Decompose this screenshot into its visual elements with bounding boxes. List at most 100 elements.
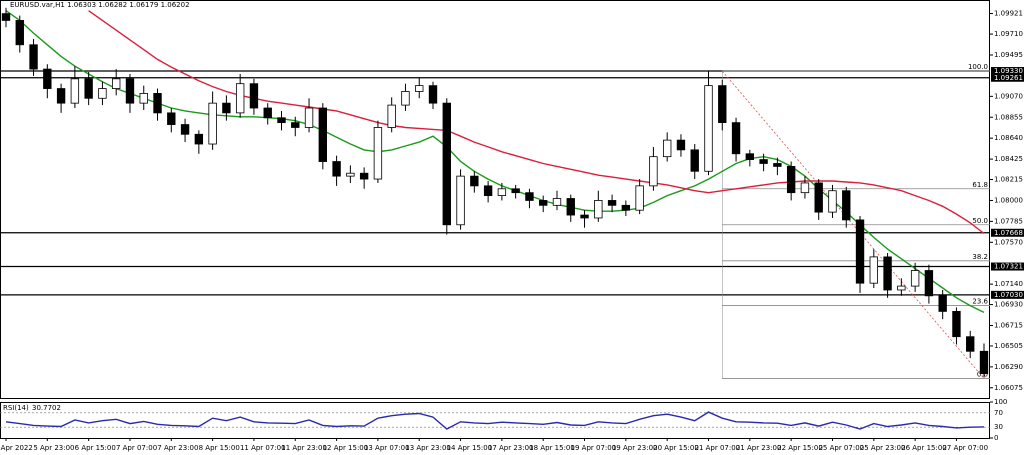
candle-body [249,83,259,109]
candle-body [842,190,851,221]
candle-body [1,13,11,21]
y-tick-label: 1.06290 [994,363,1023,371]
chart-title: EURUSD.var,H1 1.06303 1.06282 1.06179 1.… [10,1,190,9]
candle-body [552,198,562,206]
candle-body [304,107,314,128]
x-tick-label: 5 Apr 23:00 [33,444,74,452]
candle-body [112,78,121,89]
candle-body [511,188,520,194]
x-tick-label: 19 Apr 07:00 [571,444,617,452]
candle-body [29,44,38,70]
x-tick-label: 7 Apr 07:00 [116,444,157,452]
y-tick-label: 1.08000 [994,196,1023,204]
candle-body [346,172,355,177]
candle-body [649,156,658,187]
x-tick-label: 25 Apr 07:00 [818,444,864,452]
candle-body [897,285,906,291]
candle-body [539,200,548,206]
candle-body [924,270,934,297]
candle-body [952,310,961,338]
y-tick-label: 1.06930 [994,301,1023,309]
rsi-line [5,411,985,430]
candle-body [966,336,975,352]
y-tick-label: 1.09710 [994,30,1023,38]
rsi-label: RSI(14) [3,404,29,412]
candle-body [125,78,135,104]
candle-body [731,122,741,155]
candle-body [869,256,878,284]
fib-label: 100.0 [968,63,988,71]
x-tick-label: 17 Apr 23:00 [488,444,534,452]
x-tick-label: 6 Apr 15:00 [75,444,116,452]
trendline [721,70,985,379]
x-tick-label: 11 Apr 23:00 [281,444,327,452]
candle-body [208,102,217,145]
candle-body [690,149,699,172]
candle-body [786,166,796,194]
main-pane [0,0,990,399]
fib-label: 38.2 [972,253,988,261]
price-box [991,228,1024,237]
candle-body [662,139,672,158]
candle-body [676,139,686,151]
candle-body [70,78,80,104]
y-tick-label: 1.07140 [994,280,1023,288]
x-tick-label: 26 Apr 15:00 [901,444,947,452]
candle-body [442,102,451,226]
candle-body [56,88,66,104]
fib-label: 50.0 [972,217,988,225]
candle-body [15,20,24,46]
candle-body [332,161,341,177]
x-tick-label: 21 Apr 07:00 [695,444,741,452]
rsi-tick-label: 100 [994,398,1007,406]
candle-body [428,85,438,104]
y-tick-label: 1.08855 [994,113,1023,121]
candle-body [456,175,465,226]
candle-body [153,93,162,114]
y-tick-label: 1.08215 [994,176,1023,184]
candle-body [98,88,107,99]
x-tick-label: 22 Apr 15:00 [777,444,823,452]
candle-body [167,112,176,125]
x-tick-label: 13 Apr 23:00 [405,444,451,452]
price-box [991,73,1024,82]
price-box-label: 1.09330 [994,67,1023,75]
candle-body [635,185,644,211]
candle-body [415,85,424,92]
price-box-label: 1.07030 [994,291,1023,299]
x-tick-label: 8 Apr 15:00 [199,444,240,452]
candle-body [318,107,328,162]
candle-body [43,68,52,89]
fib-label: 61.8 [972,181,988,189]
candle-body [401,91,410,106]
y-tick-label: 1.06505 [994,342,1023,350]
price-box-label: 1.07321 [994,263,1023,271]
candle-body [718,85,727,124]
y-tick-label: 1.08425 [994,155,1023,163]
x-tick-label: 25 Apr 23:00 [860,444,906,452]
candle-body [497,188,507,196]
candle-body [910,270,920,287]
x-tick-label: 19 Apr 23:00 [612,444,658,452]
price-box [991,290,1024,299]
candle-body [607,200,617,206]
y-tick-label: 1.07570 [994,238,1023,246]
x-tick-label: 20 Apr 15:00 [653,444,699,452]
candle-body [938,295,947,312]
candle-body [566,198,575,216]
rsi-pane [0,402,990,439]
candle-body [621,204,631,211]
candle-body [773,163,782,167]
candle-body [979,350,989,375]
candle-body [828,190,837,213]
fib-label: 23.6 [972,298,988,306]
candle-body [359,172,369,180]
rsi-tick-label: 70 [994,409,1003,417]
candle-body [222,102,231,114]
candle-body [800,182,810,194]
y-tick-label: 1.09921 [994,10,1023,18]
x-tick-label: 7 Apr 23:00 [157,444,198,452]
y-tick-label: 1.09070 [994,92,1023,100]
